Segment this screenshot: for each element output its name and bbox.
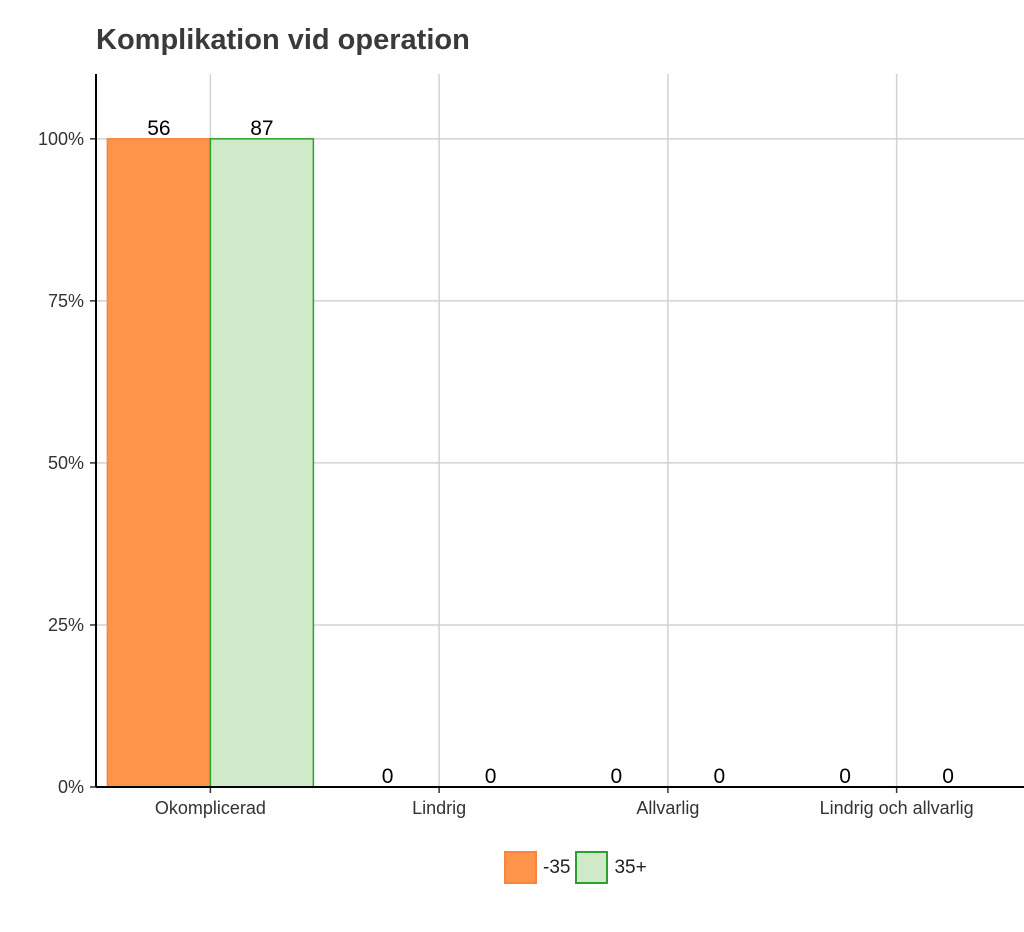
bar-value-label: 0 [942,765,954,788]
y-tick-label: 100% [38,129,84,149]
y-tick-label: 75% [48,291,84,311]
y-tick-label: 25% [48,615,84,635]
legend-label-series-2: 35+ [614,856,647,878]
legend-item-series-2: 35+ [575,851,647,884]
bar-value-label: 0 [839,765,851,788]
bar-value-label: 0 [611,765,623,788]
x-tick-label: Allvarlig [636,798,699,818]
bar-value-label: 0 [485,765,497,788]
legend-swatch-series-1 [504,851,537,884]
legend-swatch-series-2 [575,851,609,884]
y-tick-label: 0% [58,777,84,797]
bar-value-label: 0 [714,765,726,788]
chart-title: Komplikation vid operation [96,24,470,56]
x-tick-label: Lindrig [412,798,466,818]
legend-item-series-1: -35 [504,851,570,884]
bar--35-Okomplicerad [106,138,212,788]
bar-value-label: 87 [250,117,273,140]
legend: -35 35+ [504,851,652,884]
y-tick-label: 50% [48,453,84,473]
legend-label-series-1: -35 [543,856,571,878]
x-tick-label: Okomplicerad [155,798,266,818]
bar-value-label: 56 [147,117,170,140]
bar-35+-Okomplicerad [209,138,315,788]
bar-value-label: 0 [382,765,394,788]
x-tick-label: Lindrig och allvarlig [820,798,974,818]
